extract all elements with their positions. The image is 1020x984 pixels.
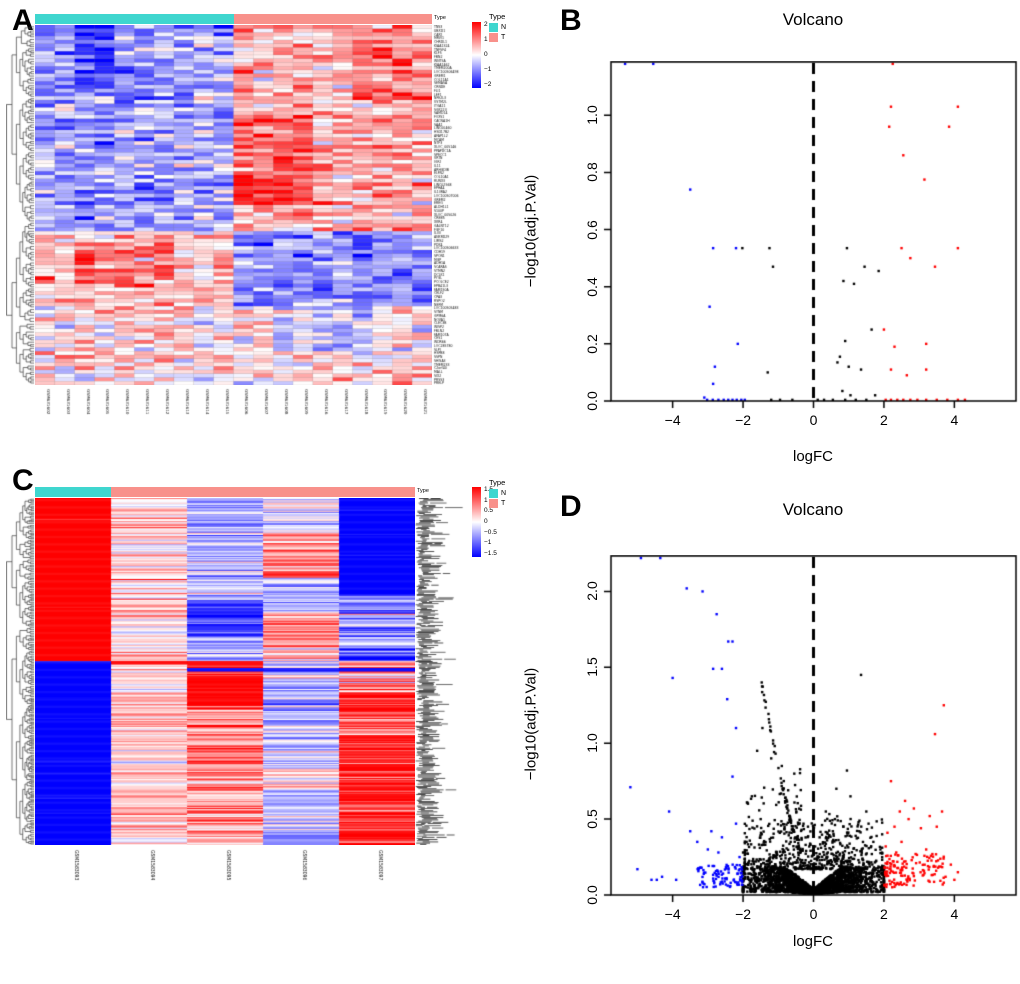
heatmap-a-annotation-t	[233, 14, 432, 24]
legend-label-n: N	[501, 489, 507, 497]
x-tick-label: 2	[880, 412, 888, 428]
colorbar-tick-label: −0.5	[484, 528, 497, 536]
heatmap-c-canvas	[35, 498, 415, 845]
legend-label-t: T	[501, 33, 506, 41]
heatmap-a-colorbar	[472, 22, 481, 88]
legend-swatch-t	[489, 498, 498, 508]
x-tick-label: 4	[950, 906, 959, 922]
y-tick-label: 1.0	[584, 105, 600, 126]
volcano-b-title: Volcano	[782, 10, 844, 29]
legend-swatch-n	[489, 22, 498, 32]
heatmap-a-annotation-title: Type	[434, 15, 446, 21]
x-tick-label: −2	[735, 412, 752, 428]
volcano-d-title: Volcano	[782, 500, 844, 519]
heatmap-c-gene-labels-illegible	[415, 498, 465, 845]
heatmap-a-annotation-n	[35, 14, 234, 24]
x-tick-label: −4	[664, 412, 681, 428]
heatmap-a-legend-title: Type	[489, 12, 506, 21]
heatmap-a-sample-labels	[35, 386, 432, 438]
y-tick-label: 0.2	[584, 334, 600, 354]
heatmap-c-dendrogram	[6, 498, 35, 845]
legend-label-n: N	[501, 23, 507, 31]
colorbar-tick-label: −1.5	[484, 549, 497, 557]
legend-swatch-t	[489, 32, 498, 42]
panel-d-letter: D	[560, 490, 582, 523]
colorbar-tick-label: 0.5	[484, 507, 494, 515]
legend-label-t: T	[501, 499, 506, 507]
x-tick-label: 2	[880, 906, 888, 922]
colorbar-tick-label: 0	[484, 50, 488, 58]
colorbar-tick-label: 1	[484, 35, 488, 43]
heatmap-a-canvas	[35, 25, 432, 385]
y-tick-label: 1.0	[584, 733, 600, 753]
colorbar-tick-label: 1.5	[484, 486, 493, 494]
legend-swatch-n	[489, 488, 498, 498]
heatmap-a-gene-labels	[433, 25, 469, 389]
heatmap-c-annotation-n	[35, 487, 111, 497]
heatmap-a-legend: Type N T	[489, 13, 506, 42]
y-tick-label: 0.8	[584, 162, 600, 183]
volcano-b-xlabel: logFC	[792, 448, 834, 465]
y-tick-label: 1.5	[584, 657, 600, 678]
heatmap-c-colorbar	[472, 487, 481, 557]
heatmap-c-annotation-title: Type	[417, 488, 429, 494]
y-tick-label: 0.0	[584, 391, 600, 411]
y-tick-label: 0.6	[584, 219, 600, 240]
volcano-d-ylabel: −log10(adj.P.Val)	[522, 667, 540, 781]
volcano-d-xlabel: logFC	[792, 933, 834, 950]
volcano-d-canvas	[601, 555, 1020, 905]
x-tick-label: −2	[735, 906, 752, 922]
x-tick-label: −4	[664, 906, 681, 922]
x-tick-label: 4	[950, 412, 959, 428]
y-tick-label: 0.0	[584, 885, 600, 905]
volcano-b-canvas	[601, 61, 1020, 411]
x-tick-label: 0	[809, 906, 818, 922]
heatmap-c-legend: Type N T	[489, 479, 506, 508]
colorbar-tick-label: 0	[484, 517, 488, 525]
colorbar-tick-label: −1	[484, 65, 492, 73]
y-tick-label: 0.5	[584, 809, 600, 829]
y-tick-label: 0.4	[584, 276, 600, 297]
heatmap-c-annotation-t	[111, 487, 415, 497]
panel-c-letter: C	[12, 464, 34, 497]
colorbar-tick-label: 1	[484, 496, 488, 504]
panel-b-letter: B	[560, 4, 582, 37]
colorbar-tick-label: 2	[484, 20, 488, 28]
heatmap-c-legend-title: Type	[489, 478, 506, 487]
colorbar-tick-label: −1	[484, 539, 492, 547]
y-tick-label: 2.0	[584, 581, 600, 602]
heatmap-c-sample-labels	[35, 846, 415, 898]
colorbar-tick-label: −2	[484, 80, 492, 88]
x-tick-label: 0	[809, 412, 818, 428]
volcano-b-ylabel: −log10(adj.P.Val)	[522, 174, 540, 288]
heatmap-a-dendrogram	[6, 25, 35, 385]
